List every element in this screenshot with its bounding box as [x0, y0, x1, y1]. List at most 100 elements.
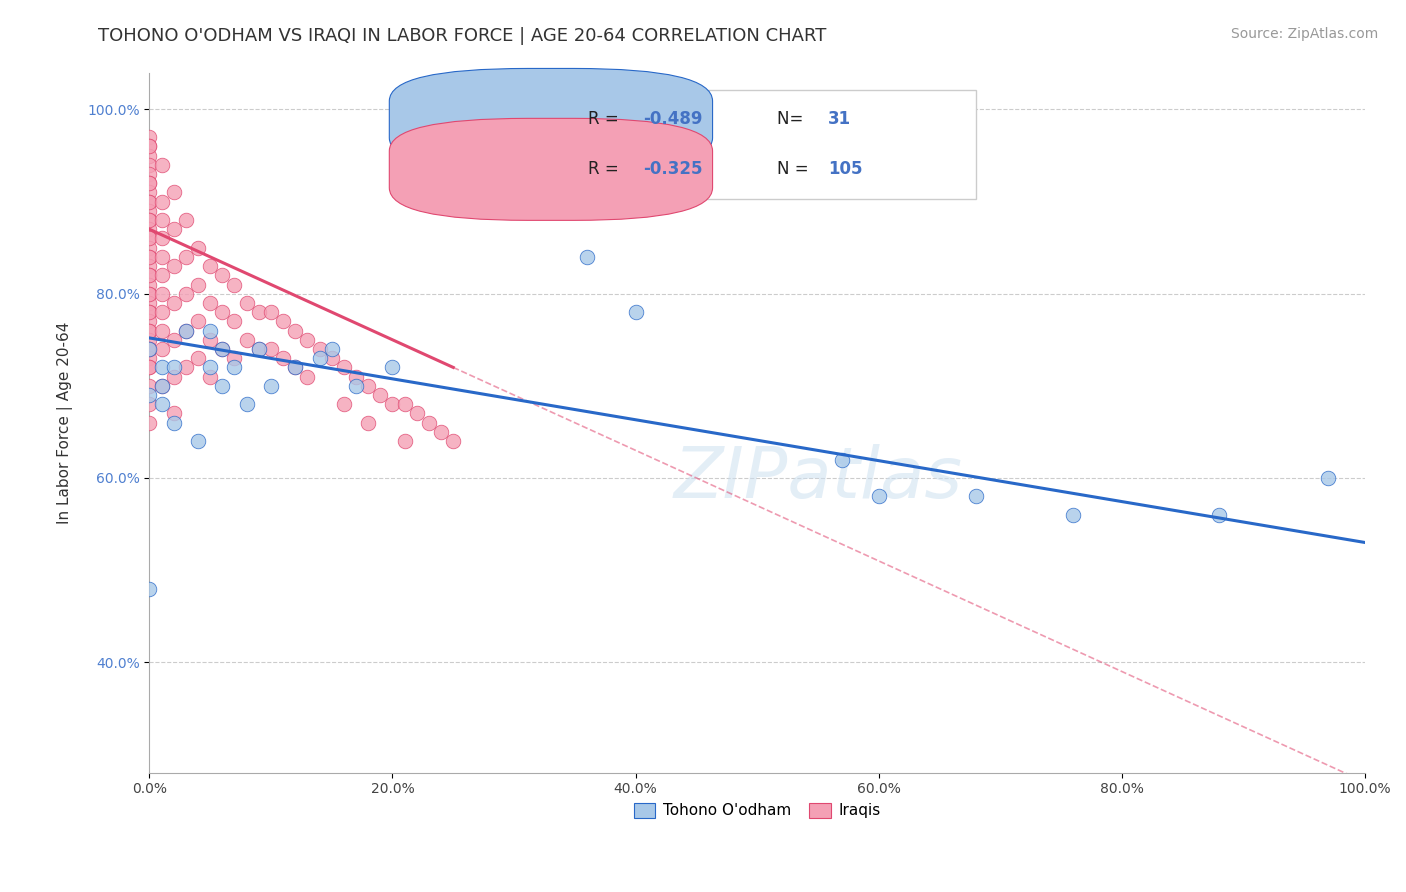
Point: [198, 333, 221, 347]
Point: [163, 360, 186, 375]
Point: [224, 351, 246, 366]
Point: [441, 434, 464, 449]
Point: [150, 379, 173, 393]
Point: [260, 305, 283, 319]
Point: [138, 305, 160, 319]
Point: [174, 250, 197, 264]
Point: [138, 213, 160, 227]
Point: [1317, 471, 1340, 485]
Point: [198, 259, 221, 273]
Point: [198, 324, 221, 338]
Point: [235, 333, 257, 347]
Point: [163, 259, 186, 273]
Point: [224, 360, 246, 375]
Point: [138, 250, 160, 264]
Point: [138, 333, 160, 347]
Point: [211, 379, 233, 393]
Point: [150, 213, 173, 227]
Point: [868, 489, 890, 503]
Point: [138, 186, 160, 200]
Legend: Tohono O'odham, Iraqis: Tohono O'odham, Iraqis: [627, 797, 887, 824]
Point: [138, 342, 160, 356]
Point: [333, 360, 356, 375]
Point: [284, 360, 307, 375]
Point: [260, 379, 283, 393]
Point: [138, 286, 160, 301]
Point: [138, 324, 160, 338]
Point: [138, 296, 160, 310]
Point: [138, 194, 160, 209]
Point: [211, 342, 233, 356]
Point: [163, 333, 186, 347]
Point: [297, 369, 319, 384]
Point: [138, 241, 160, 255]
Point: [150, 397, 173, 411]
Point: [138, 213, 160, 227]
Point: [187, 241, 209, 255]
Point: [368, 388, 391, 402]
Point: [198, 360, 221, 375]
Point: [138, 268, 160, 283]
Point: [150, 231, 173, 245]
Point: [163, 222, 186, 236]
Point: [138, 194, 160, 209]
Text: ZIPatlas: ZIPatlas: [673, 444, 962, 513]
Point: [138, 259, 160, 273]
Point: [187, 351, 209, 366]
Point: [224, 277, 246, 292]
Point: [174, 324, 197, 338]
Point: [138, 231, 160, 245]
Point: [344, 369, 367, 384]
Point: [430, 425, 453, 439]
Point: [150, 379, 173, 393]
Point: [284, 360, 307, 375]
Point: [138, 582, 160, 596]
Point: [344, 379, 367, 393]
Point: [1062, 508, 1084, 522]
Point: [224, 314, 246, 328]
Point: [357, 416, 380, 430]
Point: [308, 342, 330, 356]
Point: [1208, 508, 1230, 522]
Text: TOHONO O'ODHAM VS IRAQI IN LABOR FORCE | AGE 20-64 CORRELATION CHART: TOHONO O'ODHAM VS IRAQI IN LABOR FORCE |…: [98, 27, 827, 45]
Point: [187, 277, 209, 292]
Point: [174, 213, 197, 227]
Point: [211, 268, 233, 283]
Point: [381, 397, 404, 411]
Point: [405, 407, 427, 421]
Point: [418, 416, 440, 430]
Point: [150, 158, 173, 172]
Point: [187, 434, 209, 449]
Point: [198, 369, 221, 384]
Point: [394, 434, 416, 449]
Point: [357, 379, 380, 393]
Point: [138, 268, 160, 283]
Point: [271, 314, 294, 328]
Point: [138, 286, 160, 301]
Point: [174, 286, 197, 301]
Point: [284, 324, 307, 338]
Point: [138, 388, 160, 402]
Point: [163, 186, 186, 200]
Point: [138, 277, 160, 292]
Point: [381, 360, 404, 375]
Point: [271, 351, 294, 366]
Point: [150, 342, 173, 356]
Point: [150, 324, 173, 338]
Point: [138, 167, 160, 181]
Point: [211, 305, 233, 319]
Point: [333, 397, 356, 411]
Point: [187, 314, 209, 328]
Point: [831, 452, 853, 467]
Point: [624, 305, 647, 319]
Point: [198, 296, 221, 310]
Y-axis label: In Labor Force | Age 20-64: In Labor Force | Age 20-64: [58, 321, 73, 524]
Point: [138, 379, 160, 393]
Point: [575, 250, 598, 264]
Point: [138, 139, 160, 153]
Point: [138, 148, 160, 162]
Point: [235, 296, 257, 310]
Point: [163, 296, 186, 310]
Point: [394, 397, 416, 411]
Point: [150, 305, 173, 319]
